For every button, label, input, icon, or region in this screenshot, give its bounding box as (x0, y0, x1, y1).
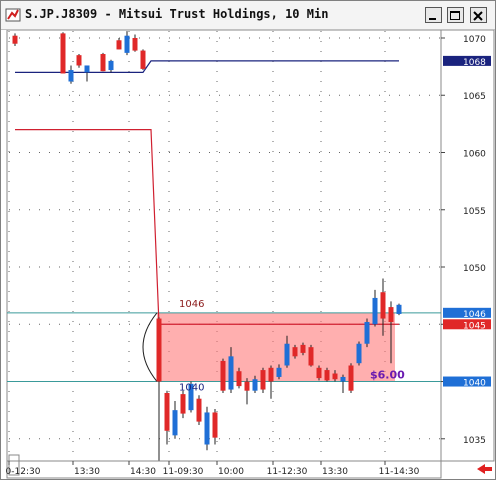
price-tag (443, 319, 491, 330)
candle-body (140, 50, 146, 69)
x-tick-label: 13:30 (74, 467, 100, 477)
candle-body (332, 373, 338, 380)
time-axis (6, 460, 442, 479)
indicator-line (15, 60, 399, 73)
app-icon (5, 8, 21, 22)
price-tag-label: 1046 (463, 310, 486, 320)
plot-layer (7, 31, 441, 461)
candle-body (228, 356, 234, 390)
price-tag (443, 376, 491, 387)
candle-body (100, 54, 106, 72)
x-tick-label: 14:30 (130, 467, 156, 477)
candle-body (388, 307, 394, 322)
plot-frame (6, 30, 442, 462)
candle-body (316, 367, 322, 379)
indicator-line (15, 128, 399, 325)
x-tick-label: 11-14:30 (379, 467, 420, 477)
candle-body (84, 65, 90, 73)
candle-body (348, 365, 354, 391)
candle-body (380, 292, 386, 319)
window-title: S.JP.J8309 - Mitsui Trust Holdings, 10 M… (25, 7, 329, 21)
candle-body (212, 412, 218, 438)
candle-body (124, 35, 130, 53)
candle-body (220, 360, 226, 391)
candle-body (180, 394, 186, 414)
candle-body (116, 40, 122, 50)
candle-body (396, 304, 402, 314)
candle-body (172, 410, 178, 436)
x-tick-label: 11-09:30 (163, 467, 204, 477)
candle-body (252, 379, 258, 391)
candle-body (196, 398, 202, 422)
price-tag-label: 1040 (463, 379, 486, 389)
candle-body (276, 367, 282, 377)
candle-body (284, 343, 290, 366)
candle-body (300, 344, 306, 353)
x-tick-label: 13:30 (322, 467, 348, 477)
y-tick-label: 1060 (463, 149, 486, 159)
measure-low-label: 1040 (179, 383, 204, 394)
measure-label: $6.00 (370, 369, 405, 382)
y-tick-label: 1065 (463, 92, 486, 102)
candle-body (132, 37, 138, 51)
x-tick-label: 10:00 (218, 467, 244, 477)
candle-body (108, 60, 114, 71)
candle-body (76, 55, 82, 66)
minimize-button[interactable] (425, 7, 442, 23)
y-tick-label: 1055 (463, 207, 486, 217)
measure-high-label: 1046 (179, 299, 204, 310)
price-tag-label: 1045 (463, 321, 486, 331)
candle-body (356, 343, 362, 364)
candle-body (292, 347, 298, 357)
candle-body (68, 70, 74, 82)
candle-body (156, 318, 162, 382)
y-tick-label: 1035 (463, 436, 486, 446)
price-axis (440, 30, 495, 462)
candle-body (164, 392, 170, 431)
candle-body (372, 297, 378, 325)
x-tick-label: 0-12:30 (6, 467, 41, 477)
y-tick-label: 1050 (463, 264, 486, 274)
candle-body (308, 347, 314, 366)
y-tick-label: 1070 (463, 35, 486, 45)
title-bar: S.JP.J8309 - Mitsui Trust Holdings, 10 M… (1, 1, 495, 30)
candle-body (204, 412, 210, 445)
candle-body (268, 367, 274, 382)
scroll-arrow[interactable] (477, 464, 492, 474)
x-tick-label: 11-12:30 (267, 467, 308, 477)
candle-body (188, 383, 194, 411)
chart: 1035 1040 1045 1050 1055 1060 1065 1070 0-12:30 1… (6, 30, 495, 479)
candle-body (244, 381, 250, 391)
maximize-button[interactable] (447, 7, 464, 23)
close-button[interactable] (470, 7, 487, 23)
candle-body (324, 370, 330, 381)
price-tag-label: 1068 (463, 58, 486, 68)
candle-body (60, 33, 66, 74)
candle-body (340, 376, 346, 382)
candle-body (236, 371, 242, 387)
measure-bracket (142, 312, 158, 382)
candle-body (12, 35, 18, 44)
candle-body (364, 321, 370, 344)
price-tag (443, 55, 491, 66)
price-tag (443, 307, 491, 318)
candle-body (260, 370, 266, 390)
